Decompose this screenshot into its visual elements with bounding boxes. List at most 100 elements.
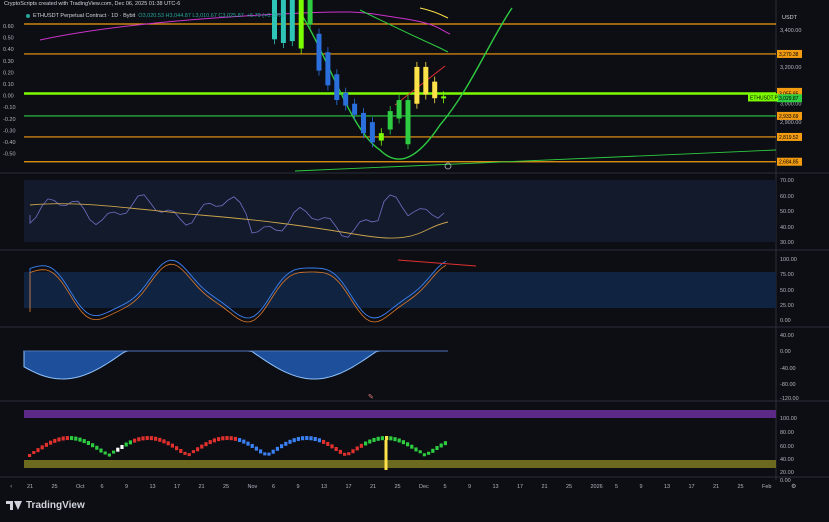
histogram-bar [103,451,107,455]
pencil-icon: ✎ [368,393,374,401]
moving-average-magenta [39,11,451,41]
osc4-lower-band [24,460,776,468]
osc-tick: 50.00 [780,288,794,294]
histogram-bar [208,440,212,445]
histogram-bar [380,436,384,441]
histogram-bar [49,440,53,445]
histogram-bar [53,438,57,443]
symbol-name[interactable]: ETHUSDT Perpetual Contract · 1D · Bybit [33,13,136,19]
histogram-bar [385,436,389,441]
x-axis-tick: 6 [101,484,104,490]
candle [361,112,366,134]
tradingview-logo-icon [6,501,22,510]
price-left-tick: 0.00 [3,94,14,100]
x-axis-tick: Oct [76,484,85,490]
histogram-bar [162,439,166,444]
histogram-bar [401,440,405,445]
x-axis-tick: Dec [419,484,429,490]
histogram-bar [338,449,342,454]
tradingview-brand[interactable]: TradingView [6,500,85,511]
x-axis-tick: 9 [640,484,643,490]
histogram-bar [275,446,279,451]
x-axis-tick: 25 [738,484,744,490]
histogram-bar [187,453,191,457]
rsi-average-line [29,203,449,239]
price-right-tick: 3,200.00 [780,65,801,71]
candle [378,133,384,141]
histogram-bar [120,444,124,449]
histogram-bar [326,441,330,446]
price-change: +5.79 (+0.20%) [246,13,285,19]
stoch-divergence-line [397,259,477,267]
price-left-tick: 0.20 [3,70,14,76]
candle [343,92,349,106]
histogram-bar [133,438,137,443]
histogram-bar [280,444,284,449]
candle [325,52,331,86]
price-left-tick: 0.50 [3,36,14,42]
x-axis-tick: 5 [615,484,618,490]
price-left-tick: 0.60 [3,24,14,30]
histogram-bar [372,437,376,442]
price-right-tick: 3,000.00 [780,102,801,108]
price-tag: 2,933.69 [779,114,799,120]
histogram-bar [397,438,401,443]
x-axis-tick: 21 [713,484,719,490]
x-axis-tick: 9 [125,484,128,490]
price-left-tick: 0.10 [3,82,14,88]
histogram-bar [107,453,111,457]
symbol-legend[interactable]: ETHUSDT Perpetual Contract · 1D · Bybit … [26,13,285,19]
scroll-left-icon: ‹ [10,483,12,490]
osc-tick: 0.00 [780,318,791,324]
x-axis-tick: Feb [762,484,771,490]
x-axis-tick: 25 [566,484,572,490]
osc-tick: -80.00 [780,382,796,388]
osc-tick: 40.00 [780,225,794,231]
histogram-bar [95,445,99,450]
histogram-bar [124,442,128,447]
histogram-bar [154,436,158,441]
x-axis-tick: Nov [248,484,258,490]
x-axis-tick: 5 [444,484,447,490]
osc-tick: 75.00 [780,272,794,278]
histogram-bar [91,443,95,448]
histogram-bar [70,436,74,441]
candle [280,0,286,43]
price-left-tick: 0.30 [3,59,14,65]
histogram-bar [393,437,397,442]
price-right-tick: 2,900.00 [780,120,801,126]
histogram-bar [74,436,78,441]
histogram-bar [145,436,149,441]
histogram-bar [359,443,363,448]
x-axis-tick: 9 [297,484,300,490]
settings-gear-icon: ⚙ [791,483,796,490]
osc-tick: 50.00 [780,209,794,215]
histogram-bar [170,443,174,448]
histogram-bar [175,446,179,451]
histogram-bar [406,442,410,447]
candle [405,100,411,145]
histogram-bar [242,439,246,444]
osc-tick: 40.00 [780,333,794,339]
histogram-bar [439,443,443,448]
x-axis-tick: 2026 [591,484,603,490]
osc-tick: 60.00 [780,194,794,200]
currency-label: USDT [782,15,798,21]
histogram-bar [116,447,120,452]
candle [423,66,429,95]
x-axis-tick: 13 [493,484,499,490]
histogram-bar [292,438,296,443]
histogram-bar [267,452,271,456]
histogram-bar [61,436,65,441]
candle [334,74,340,101]
histogram-bar [204,442,208,447]
histogram-bar [40,445,44,450]
histogram-bar [229,436,233,441]
x-axis-tick: 17 [174,484,180,490]
alert-marker-icon [444,162,452,170]
price-left-tick: -0.40 [3,140,16,146]
status-dot-icon [26,14,30,18]
candle [396,100,402,119]
